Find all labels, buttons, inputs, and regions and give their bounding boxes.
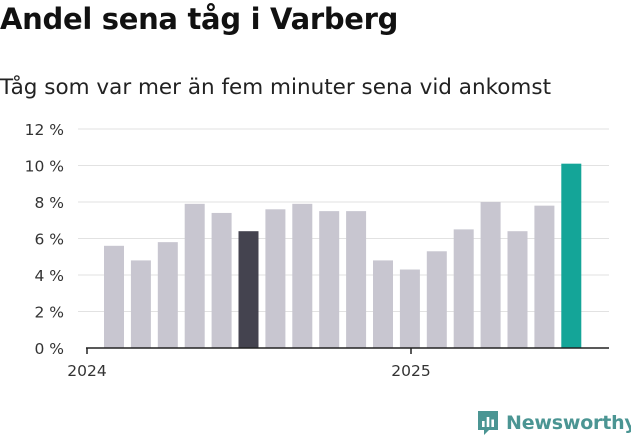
y-tick-label: 12 % bbox=[25, 121, 64, 139]
brand-name: Newsworthy bbox=[506, 412, 631, 434]
bar bbox=[534, 205, 555, 348]
bar bbox=[211, 212, 232, 348]
bar-chart: 0 % 2 % 4 % 6 % 8 % 10 % 12 % 2024 2025 bbox=[25, 121, 609, 380]
bar bbox=[453, 229, 474, 348]
y-tick-label: 0 % bbox=[34, 340, 64, 358]
y-tick-label: 2 % bbox=[34, 304, 64, 322]
bar bbox=[507, 231, 528, 348]
bar bbox=[265, 209, 286, 348]
bar bbox=[292, 203, 313, 348]
bar bbox=[104, 245, 124, 348]
bar bbox=[480, 202, 501, 348]
bar bbox=[130, 260, 151, 348]
bar bbox=[238, 231, 259, 348]
y-tick-label: 4 % bbox=[34, 267, 64, 285]
bar bbox=[184, 203, 205, 348]
bar bbox=[157, 242, 178, 348]
bar bbox=[426, 251, 447, 348]
bar bbox=[346, 211, 367, 348]
x-tick-label: 2025 bbox=[391, 362, 430, 380]
bar bbox=[319, 211, 340, 348]
chart-subtitle: Tåg som var mer än fem minuter sena vid … bbox=[0, 75, 552, 100]
y-tick-label: 8 % bbox=[34, 194, 64, 212]
newsworthy-brand: Newsworthy bbox=[476, 407, 631, 439]
bar bbox=[561, 163, 582, 348]
x-tick-label: 2024 bbox=[67, 362, 106, 380]
y-tick-label: 6 % bbox=[34, 231, 64, 249]
y-tick-label: 10 % bbox=[25, 158, 64, 176]
chart-title: Andel sena tåg i Varberg bbox=[0, 2, 399, 36]
bar bbox=[373, 260, 393, 348]
bar bbox=[399, 269, 420, 348]
bar-chart-logo-icon bbox=[478, 411, 498, 435]
